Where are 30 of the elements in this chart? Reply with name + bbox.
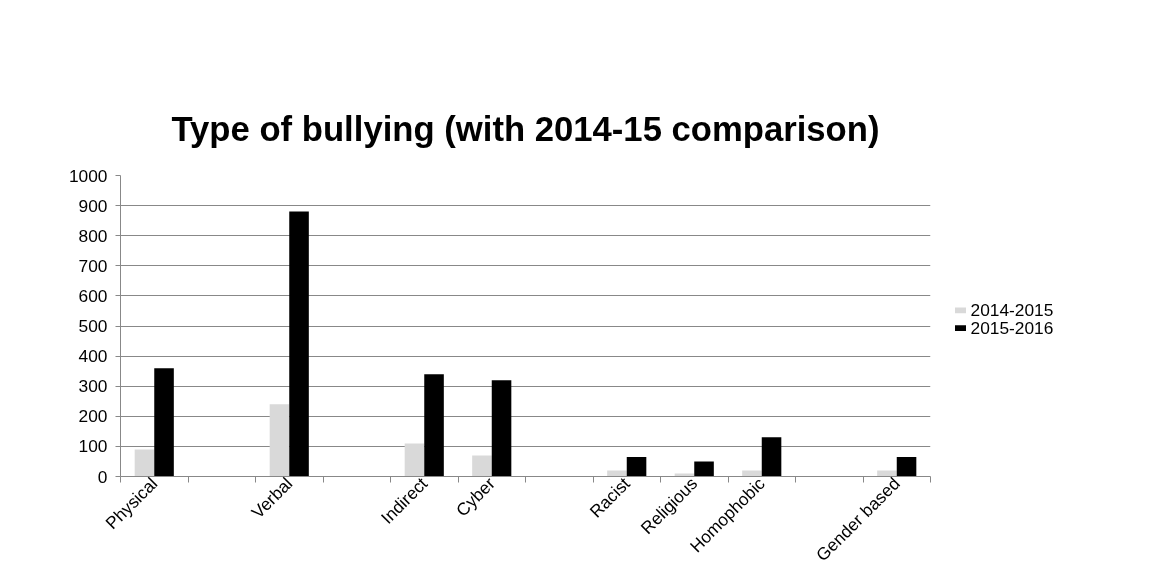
bar [289,211,309,477]
y-tick-label: 1000 [68,165,108,186]
bar [134,449,155,477]
bar [424,374,444,477]
legend-label: 2014-2015 [970,300,1054,321]
legend-label: 2015-2016 [970,318,1054,339]
y-tick-label: 200 [78,406,108,427]
y-tick-label: 500 [78,316,108,336]
y-tick-label: 100 [78,436,108,457]
bar [154,368,174,477]
bar [607,470,627,477]
y-tick-label: 400 [78,346,108,367]
bar [491,380,512,477]
y-tick-label: 900 [78,195,108,216]
y-tick-label: 0 [97,466,108,487]
bar [742,470,762,477]
y-tick-label: 600 [78,285,108,306]
bar [694,461,714,477]
bar [761,437,782,477]
bar [896,456,917,477]
bar [626,456,647,477]
y-tick-label: 800 [78,225,108,246]
bar [404,443,425,477]
bar [674,473,695,477]
chart-title: Type of bullying (with 2014-15 comparison) [171,110,880,148]
bar [472,455,492,477]
y-tick-label: 300 [78,376,108,397]
y-tick-label: 700 [78,255,108,276]
bar [877,470,897,477]
bar [269,404,290,477]
